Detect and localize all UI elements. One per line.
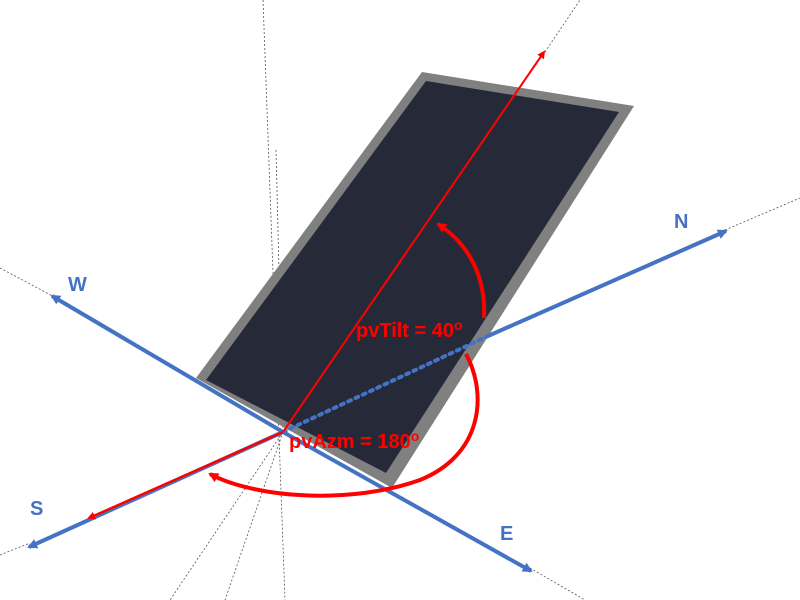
north-axis-projection [281,334,490,434]
azimuth-annotation-text: pvAzm = 180 [289,431,411,453]
solar-panel [196,72,634,488]
guide-line-e-extension [529,567,586,600]
azimuth-annotation: pvAzm = 180o [289,428,419,453]
azimuth-direction-line [87,430,284,520]
tilt-annotation: pvTilt = 40o [356,317,463,342]
panel-face [206,81,619,473]
guide-line-top [544,0,581,53]
tilt-arc [436,222,487,319]
guide-line-diag-2 [224,431,284,600]
south-label: S [30,498,43,520]
tilt-degree-symbol: o [454,317,463,333]
east-label: E [500,523,513,545]
guide-line-n-extension [724,197,800,231]
azimuth-arc [208,353,480,498]
north-axis [487,229,728,338]
west-east-axis [50,294,285,434]
east-axis [282,430,533,573]
north-label: N [674,211,688,233]
tilt-annotation-text: pvTilt = 40 [356,320,454,342]
west-label: W [68,274,87,296]
azimuth-degree-symbol: o [411,428,420,444]
panel-normal-line [282,50,546,433]
guide-line-w-extension [0,267,61,301]
guide-line-s-extension [0,542,31,556]
guide-line-diag-1 [169,431,284,600]
